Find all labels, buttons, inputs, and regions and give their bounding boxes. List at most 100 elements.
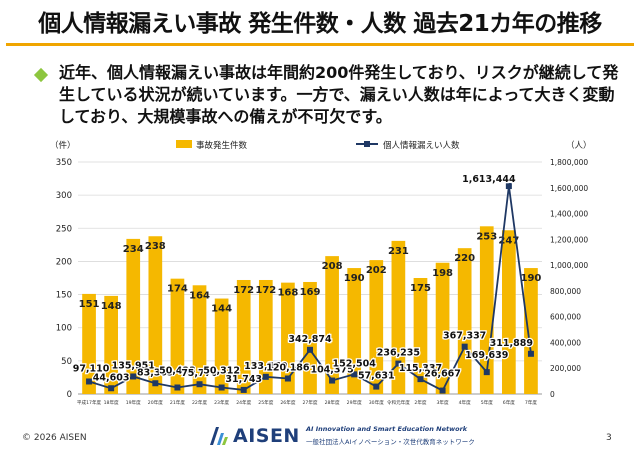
bar: [82, 293, 96, 394]
line-value-label: 1,613,444: [462, 174, 516, 185]
line-value-label: 44,603: [93, 372, 130, 383]
summary-text: 近年、個人情報漏えい事故は年間約200件発生しており、リスクが継続して発生してい…: [59, 63, 619, 126]
x-tick-label: 25年度: [258, 399, 273, 406]
line-point: [527, 350, 534, 357]
right-tick-label: 1,200,000: [550, 235, 588, 244]
line-value-label: 169,639: [465, 350, 508, 361]
line-point: [240, 386, 247, 393]
left-tick-label: 0: [67, 390, 72, 400]
bar: [126, 238, 141, 394]
bar: [524, 268, 538, 394]
line-point: [218, 384, 225, 391]
bar: [236, 279, 251, 394]
line-point: [439, 387, 446, 394]
bars: [82, 226, 538, 394]
right-tick-label: 1,600,000: [550, 184, 588, 193]
slide-title: 個人情報漏えい事故 発生件数・人数 過去21カ年の推移: [38, 11, 602, 37]
right-tick-label: 800,000: [550, 287, 581, 296]
bar: [369, 260, 384, 394]
line-point: [461, 343, 468, 350]
legend-bar-label: 事故発生件数: [196, 140, 248, 151]
bar-value-label: 190: [521, 273, 542, 284]
bar-value-label: 175: [410, 283, 431, 294]
line-point: [329, 377, 336, 384]
line-value-label: 311,889: [490, 338, 533, 349]
line-value-label: 133,360: [244, 361, 288, 372]
bar-value-label: 169: [300, 287, 321, 298]
right-tick-label: 400,000: [550, 338, 581, 347]
line-value-label: 31,743: [225, 374, 262, 385]
line-point: [130, 373, 137, 380]
right-tick-label: 0: [550, 390, 555, 399]
bar: [325, 256, 339, 394]
bar-value-label: 190: [344, 273, 365, 284]
title-rule: [6, 43, 634, 46]
bar: [435, 262, 450, 394]
bar-value-label: 151: [79, 299, 100, 310]
legend-line-marker: [364, 141, 370, 147]
bar: [281, 282, 295, 394]
x-tick-label: 28年度: [325, 399, 340, 406]
line-value-label: 104,375: [310, 365, 353, 376]
x-tick-label: 21年度: [170, 399, 185, 406]
bar: [258, 279, 273, 394]
x-tick-label: 24年度: [236, 399, 251, 406]
line-value-label: 367,337: [443, 331, 486, 342]
line-point: [373, 383, 380, 390]
bar: [347, 268, 362, 394]
line-series: [86, 183, 534, 394]
line-point: [284, 375, 291, 382]
left-tick-label: 50: [61, 357, 72, 367]
x-axis: 平成17年度 18年度 19年度 20年度 21年度 22年度 23年度 24年度 25年度 26…: [77, 399, 537, 406]
line-value-label: 120,186: [266, 363, 310, 374]
x-tick-label: 6年度: [503, 399, 516, 406]
bar-value-label: 202: [366, 265, 387, 276]
bar: [104, 295, 118, 394]
line-value-label: 115,337: [399, 363, 442, 374]
line-value-label: 75,770: [181, 368, 218, 379]
bar: [170, 278, 185, 394]
footer-copyright: © 2026 AISEN: [22, 433, 87, 443]
bar-value-label: 247: [498, 235, 519, 246]
right-axis: 0 200,000 400,000 600,000 800,000 1,000,000 1,…: [550, 158, 588, 399]
bar: [303, 281, 317, 394]
right-tick-label: 1,400,000: [550, 210, 588, 219]
bar: [457, 248, 472, 394]
line-value-label: 26,667: [424, 369, 461, 380]
summary-paragraph: 近年、個人情報漏えい事故は年間約200件発生しており、リスクが継続して発生してい…: [38, 62, 628, 128]
legend: 事故発生件数 個人情報漏えい人数: [176, 140, 460, 151]
bar-value-label: 198: [432, 268, 453, 279]
bar-value-label: 148: [101, 301, 122, 312]
line-value-label: 50,423: [159, 366, 196, 377]
bar: [214, 298, 229, 394]
line-point: [152, 380, 159, 387]
x-tick-label: 7年度: [525, 399, 538, 406]
left-axis: 0 50 100 150 200 250 300 350: [56, 158, 72, 400]
right-tick-label: 600,000: [550, 313, 581, 322]
page-number: 3: [606, 433, 612, 443]
line-value-label: 342,874: [288, 334, 332, 345]
legend-line-label: 個人情報漏えい人数: [383, 140, 460, 151]
line-point: [174, 384, 181, 391]
aisen-logo-icon: [210, 427, 228, 445]
left-tick-label: 300: [56, 191, 72, 201]
right-axis-unit: （人）: [566, 140, 592, 151]
x-tick-label: 平成17年度: [77, 399, 102, 406]
line-point: [262, 373, 269, 380]
x-tick-label: 19年度: [126, 399, 141, 406]
x-tick-label: 22年度: [192, 399, 207, 406]
left-tick-label: 350: [56, 158, 72, 168]
bar-value-label: 144: [211, 304, 232, 315]
line-value-label: 135,951: [112, 360, 155, 371]
bar-value-label: 220: [454, 253, 475, 264]
bar: [148, 236, 163, 394]
bar-value-label: 174: [167, 284, 188, 295]
logo-tagline: AI Innovation and Smart Education Networ…: [306, 425, 468, 433]
logo-subtitle: 一般社団法人AIイノベーション・次世代教育ネットワーク: [306, 438, 475, 446]
line-value-label: 57,631: [358, 371, 395, 382]
bar-value-label: 172: [255, 285, 276, 296]
bar-value-label: 234: [123, 244, 144, 255]
line-value-label: 97,110: [73, 363, 110, 374]
line-point: [505, 183, 512, 190]
